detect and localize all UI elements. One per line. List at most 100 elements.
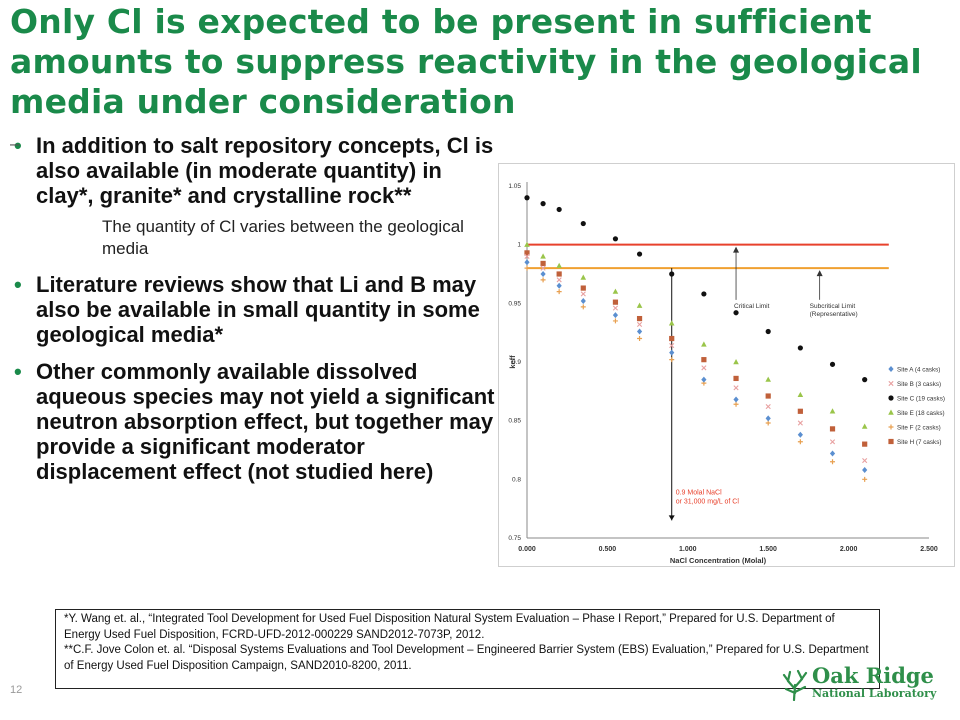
y-tick-label: 0.8 — [512, 476, 521, 483]
data-point — [797, 439, 803, 445]
data-point — [888, 438, 894, 445]
legend-label: Site E (18 casks) — [897, 410, 945, 417]
data-point — [556, 282, 562, 289]
data-point — [862, 466, 868, 473]
label-arrow-head — [816, 270, 823, 277]
data-point — [797, 431, 803, 438]
bullet-item: • Other commonly available dissolved aqu… — [10, 359, 502, 484]
data-point — [669, 357, 675, 363]
data-point — [612, 318, 618, 324]
data-point — [765, 420, 771, 426]
y-tick-label: 0.85 — [508, 418, 521, 425]
data-point — [829, 439, 836, 445]
data-point — [765, 415, 771, 422]
x-tick-label: 0.000 — [518, 546, 536, 553]
bullet-text: In addition to salt repository concepts,… — [36, 133, 494, 208]
x-axis-label: NaCl Concentration (Molal) — [670, 556, 767, 565]
footnote-2: **C.F. Jove Colon et. al. “Disposal Syst… — [64, 644, 869, 672]
data-point — [556, 262, 562, 268]
data-point — [797, 345, 803, 351]
logo-subtitle: National Laboratory — [812, 687, 937, 700]
data-point — [830, 459, 836, 465]
bullet-text: Literature reviews show that Li and B ma… — [36, 272, 480, 347]
data-point — [797, 408, 803, 414]
y-tick-label: 0.9 — [512, 359, 521, 366]
label-arrow-head — [733, 246, 740, 253]
data-point — [888, 409, 894, 415]
data-point — [524, 265, 530, 271]
reference-label: Subcritical Limit — [810, 303, 856, 310]
slide-title: Only Cl is expected to be present in suf… — [10, 2, 922, 121]
data-point — [636, 328, 643, 335]
data-point — [612, 236, 619, 242]
bullet-text: Other commonly available dissolved aqueo… — [36, 359, 495, 484]
dash-icon: – — [10, 134, 20, 153]
annotation-text: or 31,000 mg/L of Cl — [676, 499, 740, 506]
page-number: 12 — [10, 684, 23, 696]
data-point — [540, 265, 546, 271]
data-point — [862, 441, 868, 447]
data-point — [540, 260, 546, 267]
legend-label: Site A (4 casks) — [897, 367, 940, 374]
data-point — [701, 376, 707, 383]
data-point — [765, 376, 771, 382]
data-point — [669, 349, 675, 356]
data-point — [556, 277, 562, 283]
data-point — [524, 195, 530, 201]
data-point — [701, 291, 707, 297]
data-point — [540, 277, 546, 283]
data-point — [580, 304, 586, 310]
chart-svg: 0.000 0.500 1.000 1.500 2.000 2.500 0.75 0.8 0.8… — [508, 182, 945, 565]
bullet-dot-icon: • — [14, 133, 22, 158]
bullet-item: • Literature reviews show that Li and B … — [10, 272, 502, 347]
y-tick-label: 1.05 — [508, 183, 521, 190]
legend-label: Site C (19 casks) — [897, 396, 945, 403]
data-point — [888, 395, 894, 401]
logo-name: Oak Ridge — [812, 663, 934, 688]
data-point — [733, 310, 739, 316]
y-tick-label: 1 — [517, 242, 521, 249]
data-point — [888, 424, 894, 430]
data-point — [524, 253, 530, 259]
annotation-text: 0.9 Molal NaCl — [676, 490, 722, 497]
x-tick-label: 2.500 — [920, 546, 938, 553]
data-point — [524, 241, 530, 247]
bullet-list: • In addition to salt repository concept… — [10, 133, 502, 496]
data-point — [701, 341, 707, 347]
data-point — [829, 426, 836, 432]
data-point — [580, 297, 586, 304]
data-point — [765, 403, 771, 410]
data-point — [612, 299, 619, 305]
data-point — [862, 377, 868, 383]
data-point — [636, 315, 643, 322]
reference-label: (Representative) — [810, 311, 858, 318]
x-tick-label: 1.000 — [679, 546, 697, 553]
data-point — [701, 365, 707, 371]
data-point — [733, 375, 739, 382]
legend-label: Site B (3 casks) — [897, 381, 941, 388]
data-point — [540, 271, 546, 277]
data-point — [524, 250, 530, 256]
legend-label: Site H (7 casks) — [897, 439, 941, 446]
x-tick-label: 1.500 — [759, 546, 777, 553]
reference-label: Critical Limit — [734, 303, 770, 310]
data-point — [829, 408, 836, 414]
data-point — [669, 271, 675, 277]
data-point — [636, 251, 643, 257]
data-point — [540, 253, 546, 259]
data-point — [636, 302, 643, 308]
bullet-item: • In addition to salt repository concept… — [10, 133, 502, 260]
data-point — [580, 220, 586, 227]
sub-bullet-item: – The quantity of Cl varies between the … — [10, 134, 502, 260]
bullet-dot-icon: • — [14, 359, 22, 384]
keff-chart: 0.000 0.500 1.000 1.500 2.000 2.500 0.75 0.8 0.8… — [498, 163, 955, 567]
data-point — [540, 201, 546, 207]
x-tick-label: 2.000 — [840, 546, 858, 553]
data-point — [668, 320, 675, 326]
data-point — [765, 328, 771, 335]
data-point — [733, 385, 739, 391]
data-point — [733, 359, 739, 365]
y-tick-label: 0.75 — [508, 535, 521, 542]
data-point — [524, 259, 530, 266]
footnote-box: *Y. Wang et. al., “Integrated Tool Devel… — [55, 609, 880, 689]
